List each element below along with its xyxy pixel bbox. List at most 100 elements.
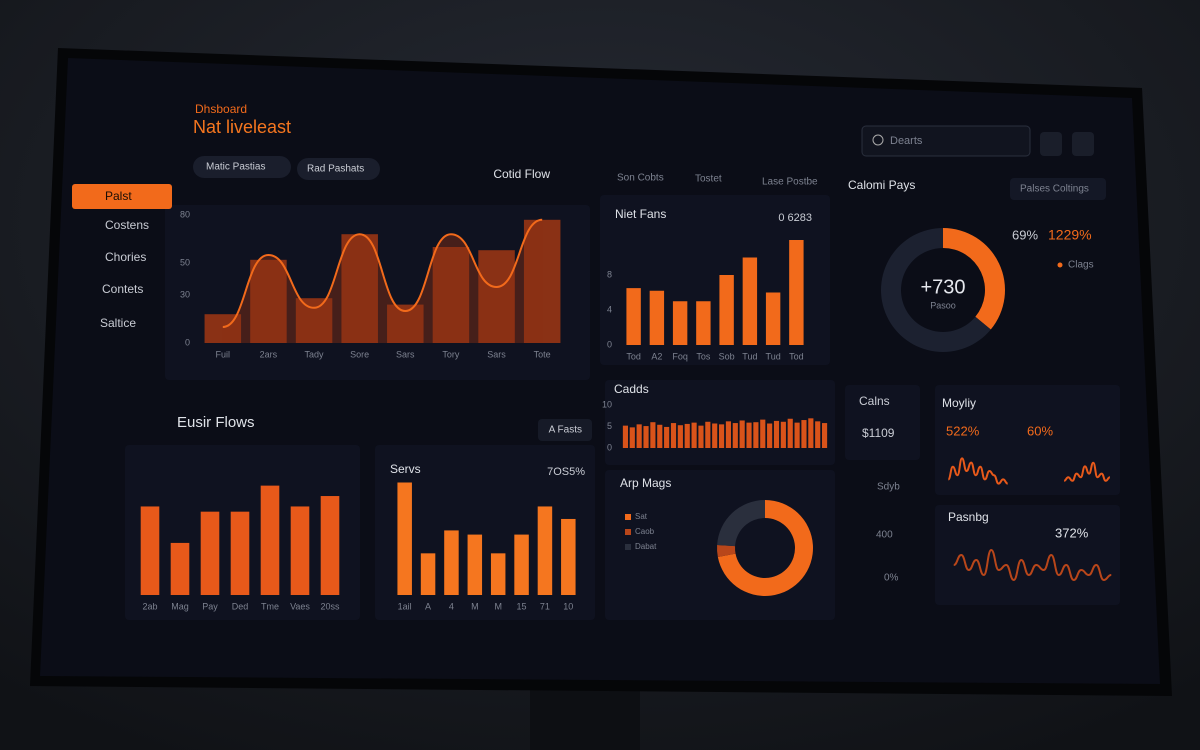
button-text[interactable]: A Fasts [549,425,582,436]
chart-title: Arp Mags [620,476,671,490]
chart-title: Moyliy [942,396,976,410]
button[interactable] [538,419,592,441]
line [947,457,1008,485]
filter-text[interactable]: Matic Pastias [206,162,265,173]
panel [845,385,920,460]
x-tick-label: Tud [742,351,757,361]
x-tick-label: 1ail [398,601,412,611]
bar [490,553,506,595]
x-tick-label: 71 [540,601,550,611]
bar [780,421,786,448]
icon-button[interactable] [1072,132,1094,156]
nav-active[interactable] [72,184,172,209]
bar [650,422,656,448]
bar [765,292,781,345]
settings-button[interactable] [1010,178,1106,200]
nav-item[interactable]: Chories [105,250,146,264]
bar [290,506,310,595]
y-tick-label: 30 [180,289,190,299]
bar [295,298,333,343]
donut-center: +730 [920,276,965,298]
bar [801,420,807,448]
legend-label: Dabat [635,542,657,551]
x-tick-label: Sob [719,351,735,361]
bar [789,240,804,345]
x-tick-label: Sars [487,349,506,359]
x-tick-label: Tady [305,349,325,359]
nav-item[interactable]: Palst [105,189,132,203]
badge: 0 6283 [778,212,812,224]
settings-text[interactable]: Palses Coltings [1020,184,1089,195]
bar [698,425,704,448]
nav-item[interactable]: Saltice [100,316,136,330]
x-tick-label: M [494,601,502,611]
bar [649,290,665,345]
x-tick-label: 15 [517,601,527,611]
filter-text[interactable]: Rad Pashats [307,164,364,175]
x-tick-label: 10 [563,601,573,611]
bar [643,426,649,448]
search-text[interactable]: Dearts [890,135,923,147]
filter-pill[interactable] [297,158,380,180]
x-tick-label: Tod [626,351,641,361]
y-tick-label: 80 [180,209,190,219]
x-tick-label: 20ss [320,601,340,611]
bar [712,423,718,448]
bar [657,424,663,448]
icon-button[interactable] [1040,132,1062,156]
bar [170,542,190,595]
bar [760,419,766,448]
x-tick-label: Sore [350,349,369,359]
stat-value: $1109 [862,426,895,440]
bar [753,422,759,448]
x-tick-label: A2 [651,351,662,361]
filter-pill[interactable] [193,156,291,178]
line [953,548,1112,582]
nav-item[interactable]: Costens [105,218,149,232]
stat-row: 0% [884,573,899,584]
legend-label: Caob [635,527,655,536]
chart-title: Niet Fans [615,207,666,221]
bar [523,219,561,343]
bar [794,422,800,448]
y-tick-label: 50 [180,257,190,267]
bar [821,423,828,448]
value-text: 522% [946,423,980,438]
bar [705,421,711,448]
bar [397,482,412,595]
bar [787,418,793,448]
y-tick-label: 8 [607,269,612,279]
tab[interactable]: Lase Postbe [762,177,818,188]
bar [664,426,670,448]
header-title: Nat liveleast [193,117,291,137]
bar [636,424,642,448]
x-tick-label: Foq [672,351,688,361]
bar [140,506,160,595]
bar [719,275,734,345]
legend-swatch [625,514,631,520]
tab[interactable]: Son Cobts [617,173,664,184]
search-box[interactable] [861,125,1031,157]
stat-row: Sdyb [877,482,900,493]
tab[interactable]: Tostet [695,174,722,185]
line [1063,461,1111,482]
bar [725,421,732,448]
bar [341,234,378,343]
nav-item[interactable]: Contets [102,282,143,296]
legend-swatch [625,544,631,550]
chart-title: Pasnbg [948,510,989,524]
bar [432,247,470,343]
x-tick-label: Tory [442,349,460,359]
x-tick-label: Tud [766,351,781,361]
monitor-stand [530,690,640,750]
bar [626,288,641,345]
pie-segment [717,500,765,547]
pie-segment [943,228,1005,330]
x-tick-label: Ded [232,601,249,611]
legend-label: Sat [635,512,648,521]
bar [629,427,635,448]
area [222,219,543,343]
line [222,218,543,328]
x-tick-label: M [471,601,479,611]
